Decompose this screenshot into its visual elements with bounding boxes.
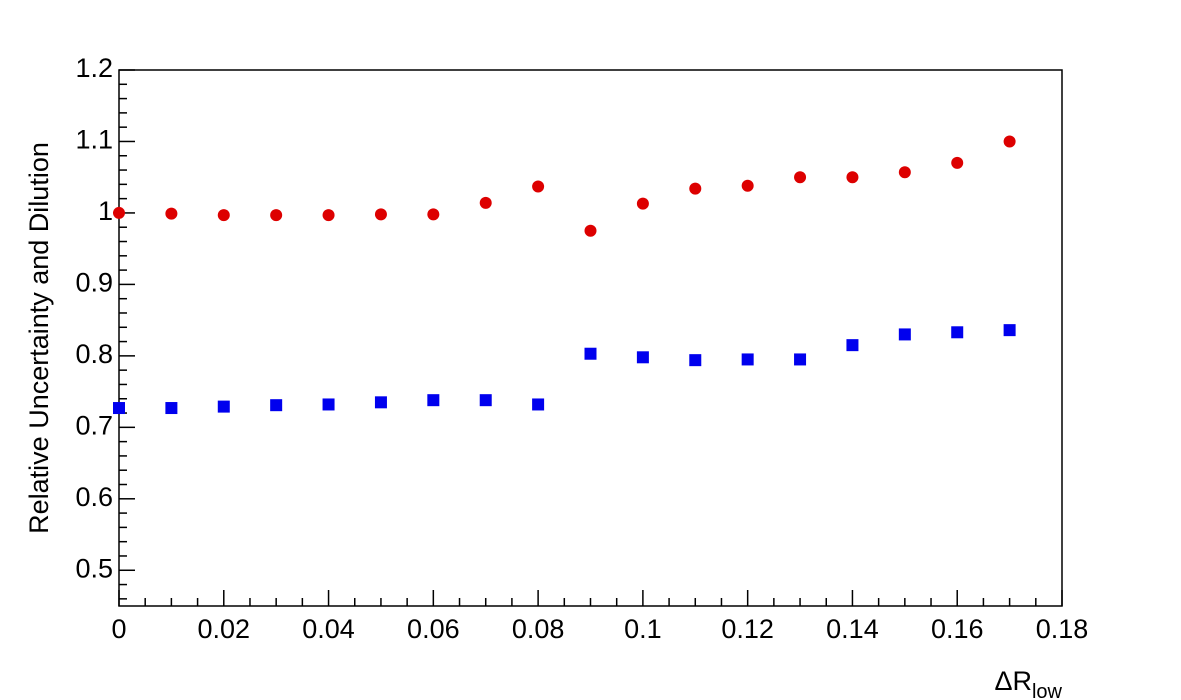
point xyxy=(217,209,230,222)
x-axis-label-sub: low xyxy=(1032,681,1063,700)
point xyxy=(479,394,492,407)
x-tick-label: 0.02 xyxy=(197,614,250,644)
point xyxy=(689,182,702,195)
x-tick-label: 0.06 xyxy=(407,614,460,644)
point xyxy=(951,156,964,169)
point xyxy=(741,353,754,366)
y-tick-label: 1.1 xyxy=(75,125,113,155)
point xyxy=(113,206,125,219)
y-tick-label: 0.8 xyxy=(75,339,113,369)
y-tick-label: 1 xyxy=(98,196,113,226)
point xyxy=(794,353,807,366)
y-axis-label: Relative Uncertainty and Dilution xyxy=(24,142,54,534)
point xyxy=(636,351,649,364)
point xyxy=(1003,135,1016,148)
point xyxy=(951,326,964,339)
y-tick-label: 0.9 xyxy=(75,268,113,298)
x-axis-label-main: ΔR xyxy=(994,666,1032,696)
x-tick-label: 0.18 xyxy=(1036,614,1089,644)
x-tick-label: 0 xyxy=(111,614,126,644)
point xyxy=(374,208,387,221)
point xyxy=(374,396,387,409)
point xyxy=(532,398,545,411)
y-tick-label: 0.5 xyxy=(75,553,113,583)
plot-frame xyxy=(118,69,1063,607)
y-tick-label: 0.6 xyxy=(75,482,113,512)
x-tick-label: 0.08 xyxy=(512,614,565,644)
point xyxy=(584,224,597,237)
point xyxy=(113,402,125,415)
point xyxy=(322,209,335,222)
point xyxy=(898,166,911,179)
point xyxy=(427,394,440,407)
point xyxy=(165,207,178,220)
x-tick-label: 0.1 xyxy=(624,614,662,644)
point xyxy=(741,179,754,192)
y-tick-label: 0.7 xyxy=(75,410,113,440)
x-tick-label: 0.12 xyxy=(721,614,774,644)
point xyxy=(584,347,597,360)
point xyxy=(846,171,859,184)
x-tick-label: 0.14 xyxy=(826,614,879,644)
y-tick-label: 1.2 xyxy=(75,53,113,83)
point xyxy=(794,171,807,184)
point xyxy=(1003,324,1016,337)
point xyxy=(322,398,335,411)
point xyxy=(898,328,911,341)
point xyxy=(479,196,492,209)
point xyxy=(270,399,283,412)
point xyxy=(636,197,649,210)
point xyxy=(165,402,178,415)
point xyxy=(532,180,545,193)
x-axis-label: ΔRlow xyxy=(994,666,1062,700)
point xyxy=(217,400,230,413)
point xyxy=(270,209,283,222)
point xyxy=(427,208,440,221)
point xyxy=(846,339,859,352)
x-tick-label: 0.04 xyxy=(302,614,355,644)
point xyxy=(689,354,702,367)
x-tick-label: 0.16 xyxy=(931,614,984,644)
